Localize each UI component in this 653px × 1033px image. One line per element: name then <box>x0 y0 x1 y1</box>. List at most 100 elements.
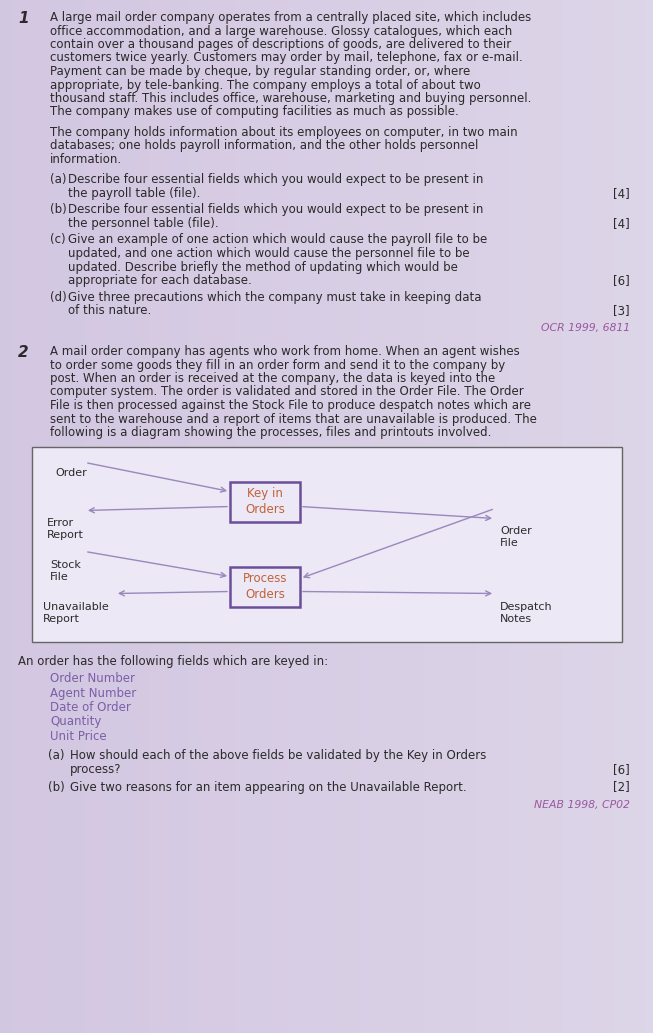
Bar <box>26 0 33 1033</box>
Bar <box>405 0 411 1033</box>
Bar <box>542 0 549 1033</box>
Bar <box>353 0 359 1033</box>
Bar <box>320 0 326 1033</box>
Text: 2: 2 <box>18 345 29 359</box>
Bar <box>39 0 46 1033</box>
Text: Order: Order <box>55 469 87 478</box>
Text: A mail order company has agents who work from home. When an agent wishes: A mail order company has agents who work… <box>50 345 520 358</box>
Bar <box>46 0 52 1033</box>
Bar <box>535 0 542 1033</box>
Bar <box>438 0 444 1033</box>
Text: the personnel table (file).: the personnel table (file). <box>68 217 219 230</box>
Text: Payment can be made by cheque, by regular standing order, or, where: Payment can be made by cheque, by regula… <box>50 65 470 79</box>
Bar <box>385 0 392 1033</box>
Bar <box>281 0 287 1033</box>
Text: [6]: [6] <box>613 763 630 776</box>
Bar <box>568 0 575 1033</box>
Text: (a): (a) <box>48 750 65 762</box>
Text: [6]: [6] <box>613 274 630 287</box>
Bar <box>222 0 229 1033</box>
Text: appropriate for each database.: appropriate for each database. <box>68 274 252 287</box>
Bar <box>7 0 13 1033</box>
Text: Give an example of one action which would cause the payroll file to be: Give an example of one action which woul… <box>68 233 487 247</box>
Text: computer system. The order is validated and stored in the Order File. The Order: computer system. The order is validated … <box>50 385 524 399</box>
Bar <box>215 0 222 1033</box>
Bar <box>372 0 379 1033</box>
Bar <box>470 0 477 1033</box>
Bar <box>307 0 313 1033</box>
Bar <box>398 0 405 1033</box>
Text: (b): (b) <box>50 204 67 217</box>
Bar <box>65 0 72 1033</box>
Bar <box>294 0 300 1033</box>
Text: Give three precautions which the company must take in keeping data: Give three precautions which the company… <box>68 290 481 304</box>
Bar <box>274 0 281 1033</box>
Bar <box>300 0 307 1033</box>
Bar <box>326 0 333 1033</box>
Text: Describe four essential fields which you would expect to be present in: Describe four essential fields which you… <box>68 174 483 187</box>
Bar <box>418 0 424 1033</box>
Bar <box>483 0 490 1033</box>
Bar <box>150 0 157 1033</box>
Bar <box>72 0 78 1033</box>
Bar <box>235 0 242 1033</box>
Bar <box>607 0 614 1033</box>
Text: Process
Orders: Process Orders <box>243 572 287 601</box>
Text: (a): (a) <box>50 174 67 187</box>
Text: Give two reasons for an item appearing on the Unavailable Report.: Give two reasons for an item appearing o… <box>70 781 467 793</box>
Bar <box>451 0 457 1033</box>
Bar <box>313 0 320 1033</box>
Bar <box>0 0 7 1033</box>
Bar <box>20 0 26 1033</box>
Bar <box>411 0 418 1033</box>
Text: Key in
Orders: Key in Orders <box>245 487 285 516</box>
Bar <box>111 0 118 1033</box>
Text: Error
Report: Error Report <box>47 519 84 540</box>
Text: appropriate, by tele-banking. The company employs a total of about two: appropriate, by tele-banking. The compan… <box>50 79 481 92</box>
Bar <box>646 0 653 1033</box>
Text: post. When an order is received at the company, the data is keyed into the: post. When an order is received at the c… <box>50 372 495 385</box>
Bar <box>627 0 633 1033</box>
Text: the payroll table (file).: the payroll table (file). <box>68 187 200 200</box>
Text: NEAB 1998, CP02: NEAB 1998, CP02 <box>534 800 630 810</box>
Bar <box>202 0 209 1033</box>
Bar <box>379 0 385 1033</box>
Text: updated, and one action which would cause the personnel file to be: updated, and one action which would caus… <box>68 247 470 260</box>
Bar <box>509 0 516 1033</box>
Bar <box>588 0 594 1033</box>
Bar <box>444 0 451 1033</box>
Text: Quantity: Quantity <box>50 716 101 728</box>
Bar <box>287 0 294 1033</box>
Bar <box>268 0 274 1033</box>
Bar <box>131 0 137 1033</box>
Text: [4]: [4] <box>613 217 630 230</box>
Bar <box>424 0 431 1033</box>
Bar <box>594 0 601 1033</box>
Text: How should each of the above fields be validated by the Key in Orders: How should each of the above fields be v… <box>70 750 486 762</box>
Bar <box>255 0 261 1033</box>
Text: (d): (d) <box>50 290 67 304</box>
Bar <box>33 0 39 1033</box>
Text: Unit Price: Unit Price <box>50 730 106 743</box>
Text: contain over a thousand pages of descriptions of goods, are delivered to their: contain over a thousand pages of descrip… <box>50 38 511 51</box>
Bar <box>366 0 372 1033</box>
Bar <box>176 0 183 1033</box>
Text: Stock
File: Stock File <box>50 560 81 582</box>
Text: Order
File: Order File <box>500 527 532 549</box>
Bar <box>633 0 640 1033</box>
Text: File is then processed against the Stock File to produce despatch notes which ar: File is then processed against the Stock… <box>50 399 531 412</box>
Text: Order Number: Order Number <box>50 672 135 685</box>
Bar <box>581 0 588 1033</box>
Text: databases; one holds payroll information, and the other holds personnel: databases; one holds payroll information… <box>50 139 479 153</box>
Text: The company holds information about its employees on computer, in two main: The company holds information about its … <box>50 126 518 139</box>
Bar <box>503 0 509 1033</box>
Bar <box>575 0 581 1033</box>
FancyBboxPatch shape <box>230 481 300 522</box>
Bar <box>118 0 124 1033</box>
Text: information.: information. <box>50 153 122 166</box>
Bar <box>242 0 248 1033</box>
Text: thousand staff. This includes office, warehouse, marketing and buying personnel.: thousand staff. This includes office, wa… <box>50 92 532 105</box>
Text: The company makes use of computing facilities as much as possible.: The company makes use of computing facil… <box>50 105 459 119</box>
Bar <box>490 0 496 1033</box>
Text: Unavailable
Report: Unavailable Report <box>43 601 109 624</box>
